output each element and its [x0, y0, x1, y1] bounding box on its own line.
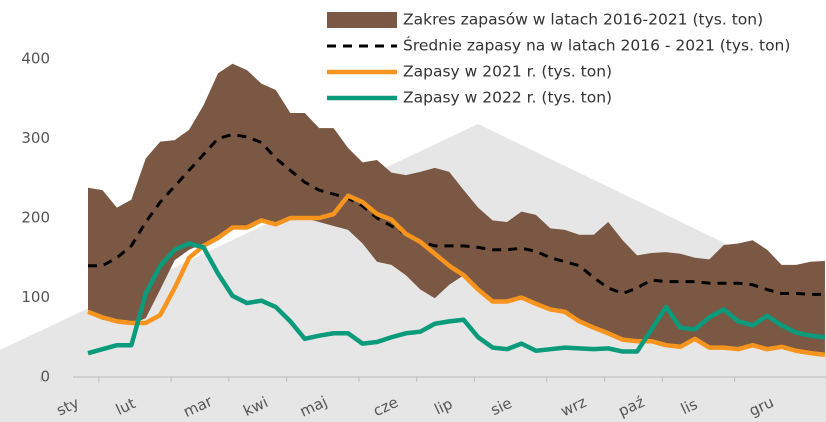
y-tick-label: 0: [40, 368, 50, 386]
x-tick-label: lis: [678, 395, 700, 418]
y-tick-label: 100: [21, 288, 50, 306]
legend-label: Średnie zapasy na w latach 2016 - 2021 (…: [403, 36, 790, 55]
x-tick-label: lip: [432, 395, 456, 419]
range-area: [88, 63, 825, 355]
legend-label: Zapasy w 2022 r. (tys. ton): [403, 89, 612, 107]
y-tick-label: 300: [21, 129, 50, 147]
series-line: [87, 193, 826, 357]
series-line: [88, 133, 825, 296]
y-tick-label: 400: [21, 50, 50, 68]
series-line: [87, 241, 826, 356]
legend-label: Zapasy w 2021 r. (tys. ton): [403, 63, 612, 81]
legend-label: Zakres zapasów w latach 2016-2021 (tys. …: [403, 11, 763, 29]
y-tick-label: 200: [21, 209, 50, 227]
legend-swatch: [327, 12, 397, 28]
